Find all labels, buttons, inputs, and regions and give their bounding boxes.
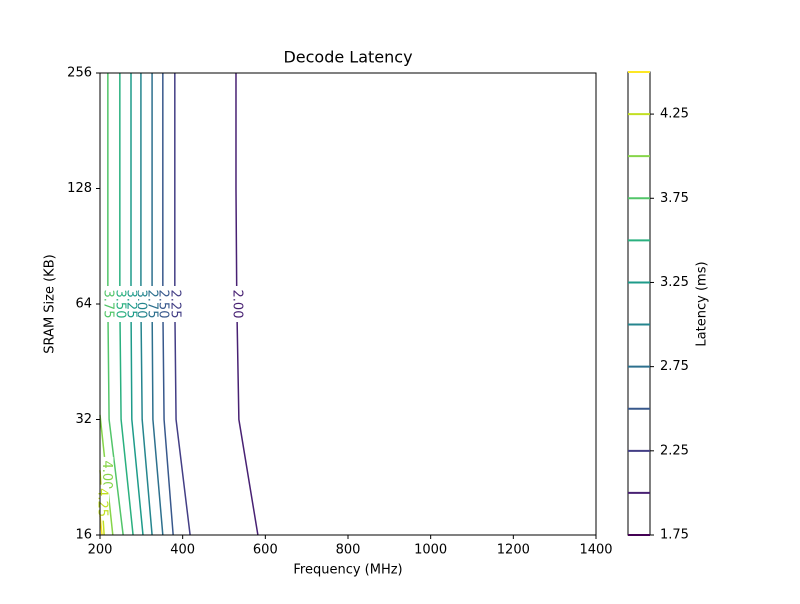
- x-tick-label: 1400: [579, 543, 612, 558]
- x-tick-label: 600: [253, 543, 278, 558]
- y-axis-label: SRAM Size (KB): [43, 254, 58, 353]
- colorbar-tick-label: 1.75: [660, 528, 689, 543]
- contour-label-gap: [100, 286, 115, 322]
- y-tick-label: 32: [75, 412, 92, 427]
- contour-label: 4.00: [99, 460, 114, 489]
- colorbar-label: Latency (ms): [695, 261, 710, 346]
- chart-title: Decode Latency: [283, 48, 412, 67]
- y-tick-label: 64: [75, 297, 92, 312]
- contour-label-gap: [167, 286, 182, 322]
- colorbar-tick-label: 2.25: [660, 443, 689, 458]
- x-tick-label: 800: [336, 543, 361, 558]
- contour-label-gap: [145, 286, 160, 322]
- colorbar-frame: [627, 71, 651, 536]
- contour-label: 2.00: [229, 290, 244, 319]
- contour-label: 2.75: [145, 290, 160, 319]
- colorbar-tick-label: 2.75: [660, 359, 689, 374]
- contour-label: 4.25: [95, 488, 110, 517]
- contour-label-gap: [155, 286, 170, 322]
- x-tick-label: 1000: [414, 543, 447, 558]
- y-tick-label: 256: [67, 66, 92, 81]
- x-tick-label: 1200: [497, 543, 530, 558]
- x-axis-label: Frequency (MHz): [293, 563, 402, 578]
- colorbar-tick-label: 3.25: [660, 275, 689, 290]
- colorbar-tick-label: 4.25: [660, 107, 689, 122]
- contour-label-gap: [95, 484, 110, 521]
- colorbar-tick-label: 3.75: [660, 191, 689, 206]
- x-tick-label: 400: [170, 543, 195, 558]
- x-tick-label: 200: [88, 543, 113, 558]
- contour-label-gap: [99, 456, 114, 493]
- contour-label-gap: [124, 286, 138, 322]
- contour-label: 3.75: [100, 290, 115, 319]
- contour-label-gap: [112, 286, 127, 322]
- y-tick-label: 16: [75, 528, 92, 543]
- contour-label-gap: [229, 286, 244, 322]
- contour-label: 3.50: [112, 290, 127, 319]
- y-tick-label: 128: [67, 181, 92, 196]
- contour-label: 3.25: [124, 290, 139, 319]
- contour-label: 2.25: [167, 290, 182, 319]
